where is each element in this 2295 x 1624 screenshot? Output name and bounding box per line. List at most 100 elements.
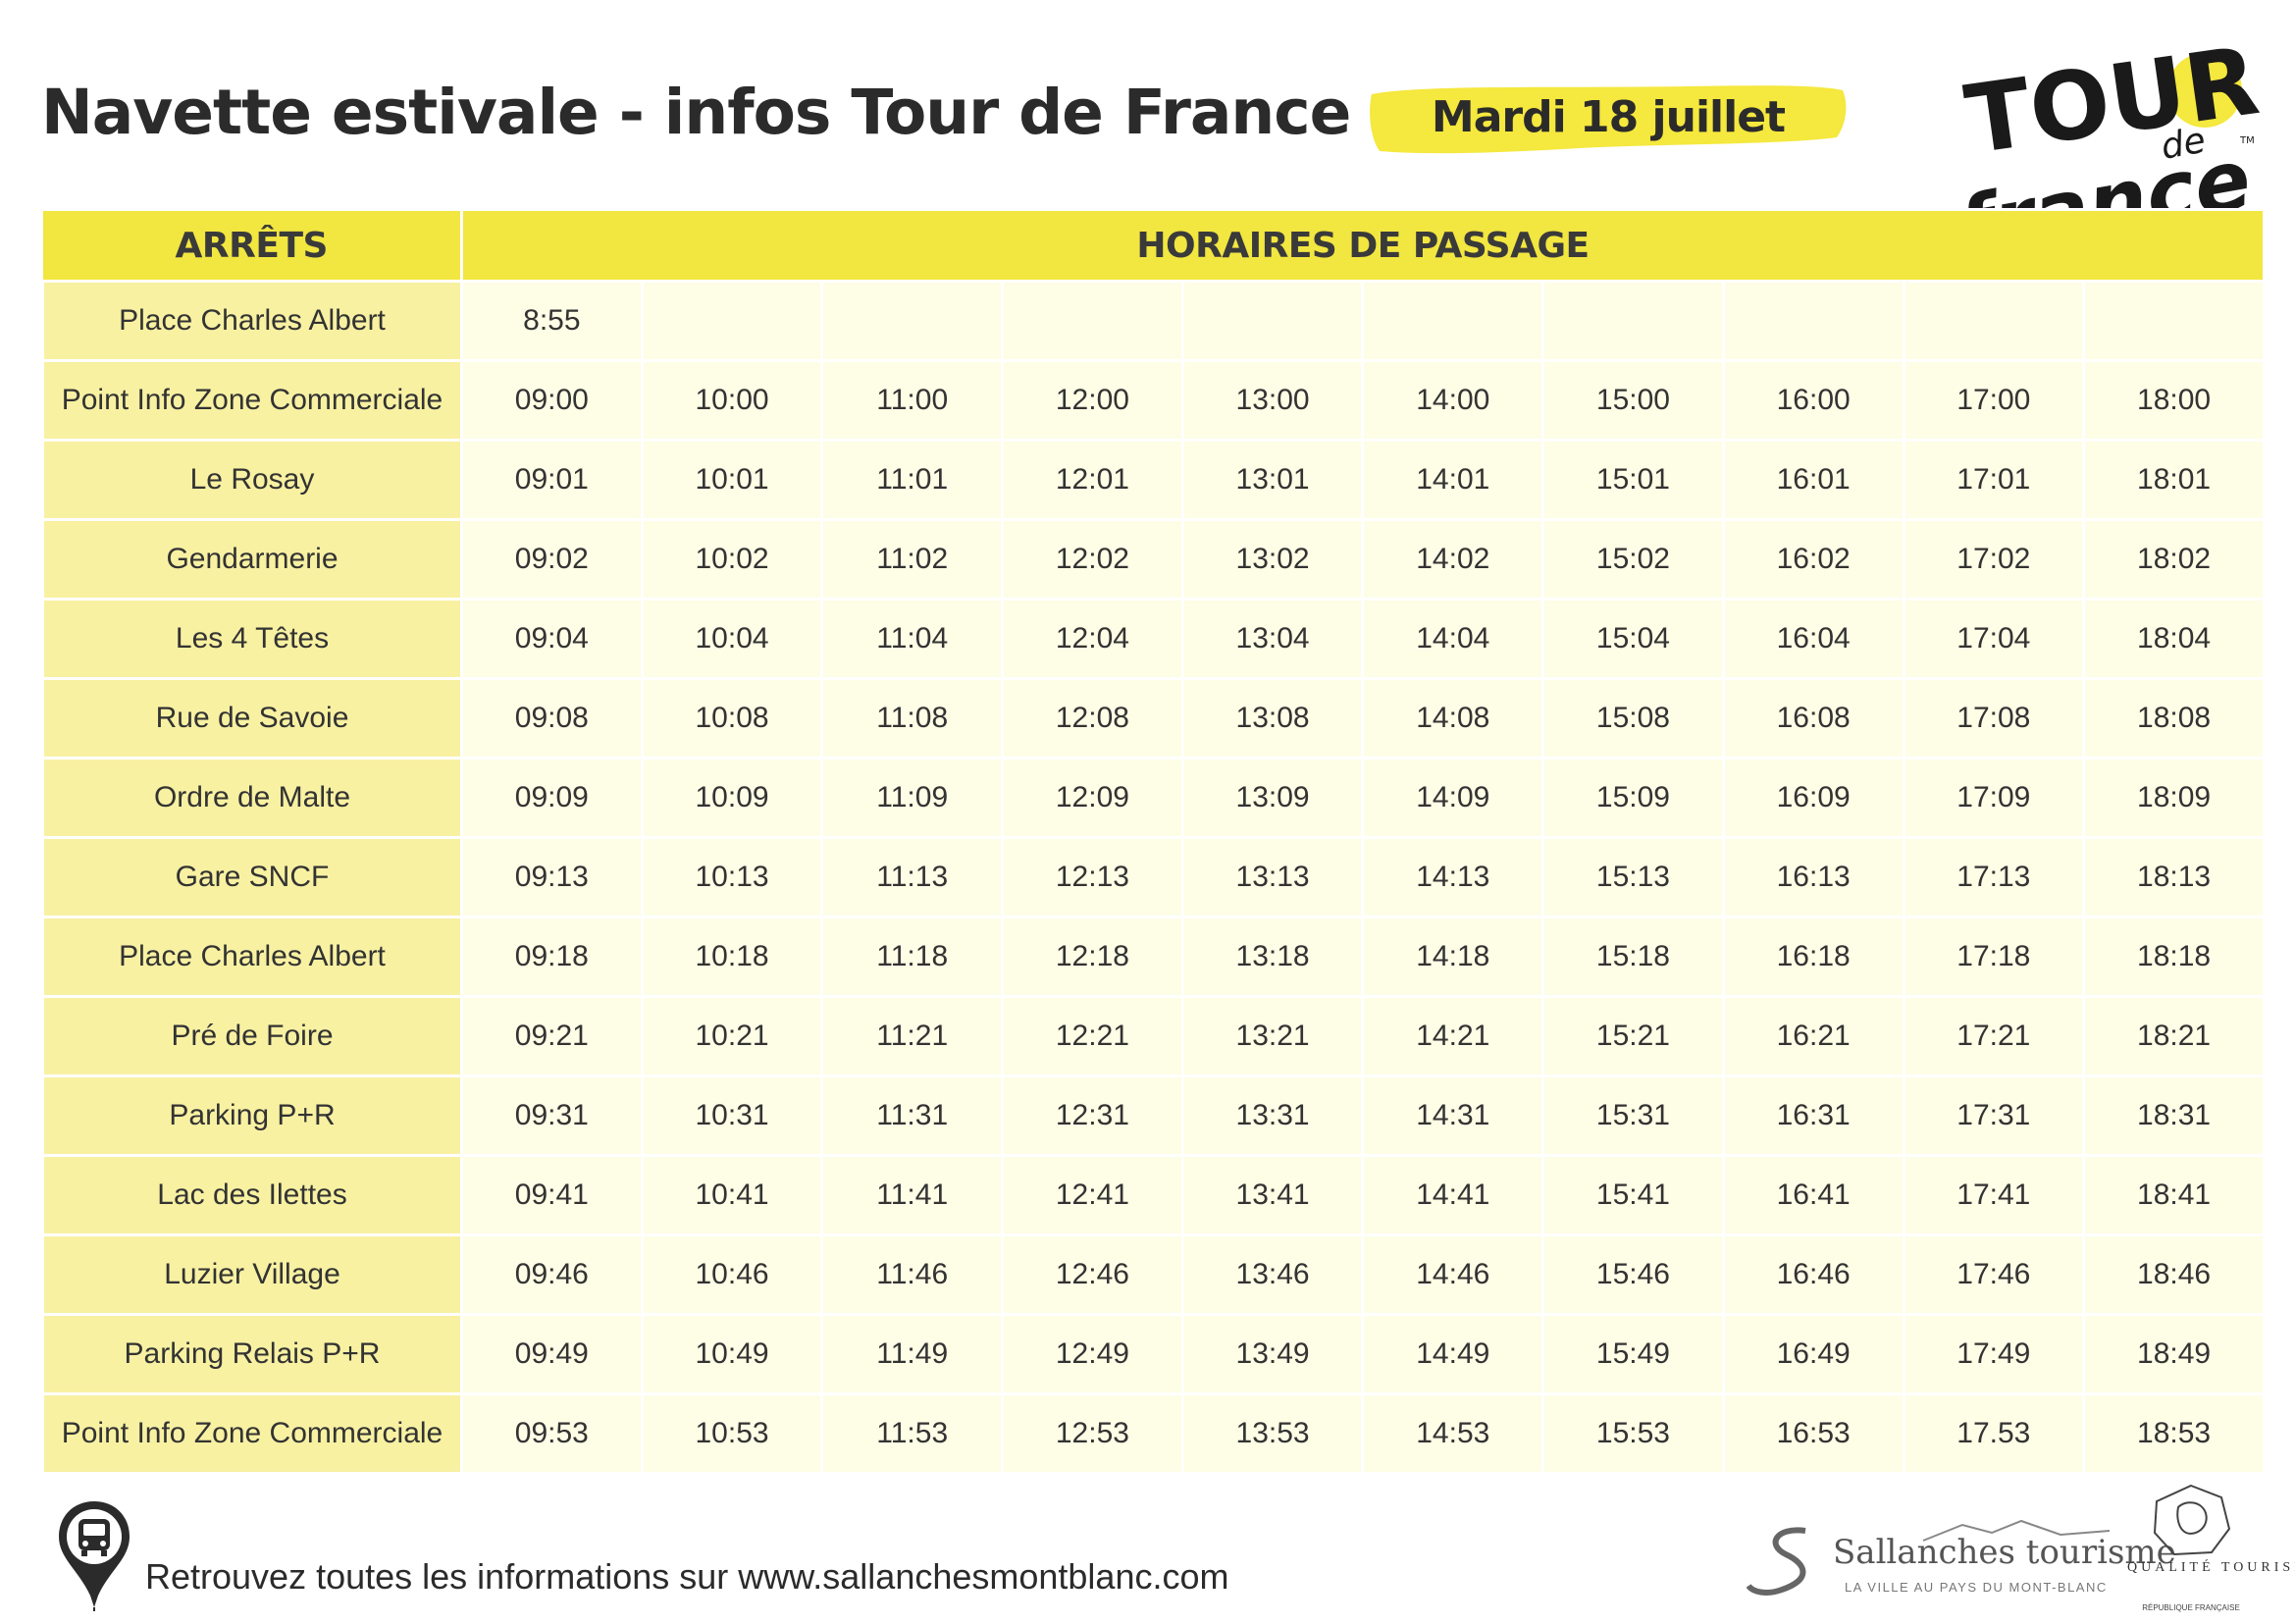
table-row: Parking P+R 09:31 10:31 11:31 12:31 13:31 14:3…	[41, 1074, 2266, 1157]
table-row: Pré de Foire 09:21 10:21 11:21 12:21 13:21 14:…	[41, 995, 2266, 1077]
schedule-table: ARRÊTS HORAIRES DE PASSAGE Place Charles…	[41, 208, 2266, 1475]
table-row: Rue de Savoie 09:08 10:08 11:08 12:08 13:08 14…	[41, 677, 2266, 760]
table-row: Place Charles Albert 09:18 10:18 11:18 12:18…	[41, 916, 2266, 998]
departure-time: 13:41	[1180, 1154, 1365, 1236]
departure-time: 12:31	[1001, 1074, 1184, 1157]
departure-time: 12:53	[1001, 1392, 1184, 1475]
stop-name: Parking Relais P+R	[41, 1313, 463, 1395]
departure-time: 11:46	[820, 1233, 1005, 1316]
departure-time: 17:00	[1902, 359, 2086, 442]
departure-time	[1541, 280, 1725, 362]
departure-time: 13:46	[1180, 1233, 1365, 1316]
departure-time: 17:49	[1902, 1313, 2086, 1395]
departure-time: 17:31	[1902, 1074, 2086, 1157]
departure-time: 10:31	[640, 1074, 824, 1157]
departure-time: 18:09	[2082, 757, 2266, 839]
departure-time: 12:04	[1001, 598, 1184, 680]
yellow-dot	[2167, 53, 2242, 128]
departure-time: 15:09	[1541, 757, 1725, 839]
departure-time: 09:00	[460, 359, 644, 442]
table-row: Place Charles Albert 8:55	[41, 280, 2266, 362]
sallanches-mountain-mark	[1747, 1519, 2111, 1596]
departure-time: 16:01	[1721, 439, 1905, 521]
departure-time: 11:09	[820, 757, 1005, 839]
departure-time: 12:18	[1001, 916, 1184, 998]
departure-time: 17:08	[1902, 677, 2086, 760]
stop-name: Luzier Village	[41, 1233, 463, 1316]
departure-time: 10:09	[640, 757, 824, 839]
departure-time	[1721, 280, 1905, 362]
departure-time: 17:01	[1902, 439, 2086, 521]
departure-time: 09:46	[460, 1233, 644, 1316]
qualite-hexagon-icon	[2153, 1484, 2231, 1556]
departure-time: 18:53	[2082, 1392, 2266, 1475]
departure-time: 11:41	[820, 1154, 1005, 1236]
stop-name: Gare SNCF	[41, 836, 463, 918]
departure-time: 11:13	[820, 836, 1005, 918]
departure-time: 15:41	[1541, 1154, 1725, 1236]
departure-time: 10:21	[640, 995, 824, 1077]
departure-time: 14:41	[1361, 1154, 1545, 1236]
departure-time: 13:01	[1180, 439, 1365, 521]
departure-time: 17:18	[1902, 916, 2086, 998]
departure-time: 16:18	[1721, 916, 1905, 998]
stop-name: Ordre de Malte	[41, 757, 463, 839]
departure-time: 15:08	[1541, 677, 1725, 760]
departure-time: 12:01	[1001, 439, 1184, 521]
table-row: Parking Relais P+R 09:49 10:49 11:49 12:49 13…	[41, 1313, 2266, 1395]
departure-time: 10:00	[640, 359, 824, 442]
departure-time: 11:08	[820, 677, 1005, 760]
departure-time: 14:00	[1361, 359, 1545, 442]
departure-time: 16:08	[1721, 677, 1905, 760]
departure-time: 12:49	[1001, 1313, 1184, 1395]
sallanches-name: Sallanches tourisme	[1833, 1533, 2176, 1572]
departure-time: 09:18	[460, 916, 644, 998]
departure-time: 15:31	[1541, 1074, 1725, 1157]
departure-time: 17:09	[1902, 757, 2086, 839]
departure-time: 14:21	[1361, 995, 1545, 1077]
departure-time: 18:18	[2082, 916, 2266, 998]
departure-time: 10:04	[640, 598, 824, 680]
departure-time: 16:31	[1721, 1074, 1905, 1157]
departure-time: 10:41	[640, 1154, 824, 1236]
departure-time: 17:02	[1902, 518, 2086, 601]
table-row: Gare SNCF 09:13 10:13 11:13 12:13 13:13 14:13 1…	[41, 836, 2266, 918]
departure-time: 11:49	[820, 1313, 1005, 1395]
table-row: Ordre de Malte 09:09 10:09 11:09 12:09 13:09 1…	[41, 757, 2266, 839]
departure-time: 12:08	[1001, 677, 1184, 760]
bus-pin-icon	[59, 1501, 130, 1611]
stop-name: Parking P+R	[41, 1074, 463, 1157]
departure-time: 17:21	[1902, 995, 2086, 1077]
departure-time: 17:46	[1902, 1233, 2086, 1316]
table-body: Place Charles Albert 8:55 Point Info Zone …	[41, 280, 2266, 1475]
departure-time: 16:41	[1721, 1154, 1905, 1236]
departure-time: 09:04	[460, 598, 644, 680]
departure-time: 17:04	[1902, 598, 2086, 680]
departure-time: 09:13	[460, 836, 644, 918]
departure-time: 16:46	[1721, 1233, 1905, 1316]
schedule-table-wrapper: ARRÊTS HORAIRES DE PASSAGE Place Charles…	[41, 208, 2266, 1475]
column-header-times: HORAIRES DE PASSAGE	[460, 208, 2266, 283]
departure-time: 09:41	[460, 1154, 644, 1236]
departure-time: 12:02	[1001, 518, 1184, 601]
departure-time: 18:00	[2082, 359, 2266, 442]
departure-time: 14:18	[1361, 916, 1545, 998]
stop-name: Le Rosay	[41, 439, 463, 521]
departure-time: 13:18	[1180, 916, 1365, 998]
departure-time: 13:04	[1180, 598, 1365, 680]
yellow-brush-highlight	[1370, 85, 1847, 154]
tdf-logo-trademark: TM	[2239, 135, 2255, 146]
departure-time: 15:21	[1541, 995, 1725, 1077]
departure-time: 14:13	[1361, 836, 1545, 918]
departure-time: 11:53	[820, 1392, 1005, 1475]
departure-time: 17:13	[1902, 836, 2086, 918]
departure-time: 15:00	[1541, 359, 1725, 442]
departure-time: 17.53	[1902, 1392, 2086, 1475]
sallanches-tourisme-logo: Sallanches tourisme LA VILLE AU PAYS DU …	[1747, 1511, 2176, 1609]
departure-time: 15:13	[1541, 836, 1725, 918]
departure-time: 12:46	[1001, 1233, 1184, 1316]
qualite-label: QUALITÉ TOURISME	[2127, 1560, 2295, 1575]
qualite-tourisme-logo: QUALITÉ TOURISME RÉPUBLIQUE FRANÇAISE	[2127, 1478, 2295, 1615]
departure-time: 12:13	[1001, 836, 1184, 918]
departure-time: 17:41	[1902, 1154, 2086, 1236]
